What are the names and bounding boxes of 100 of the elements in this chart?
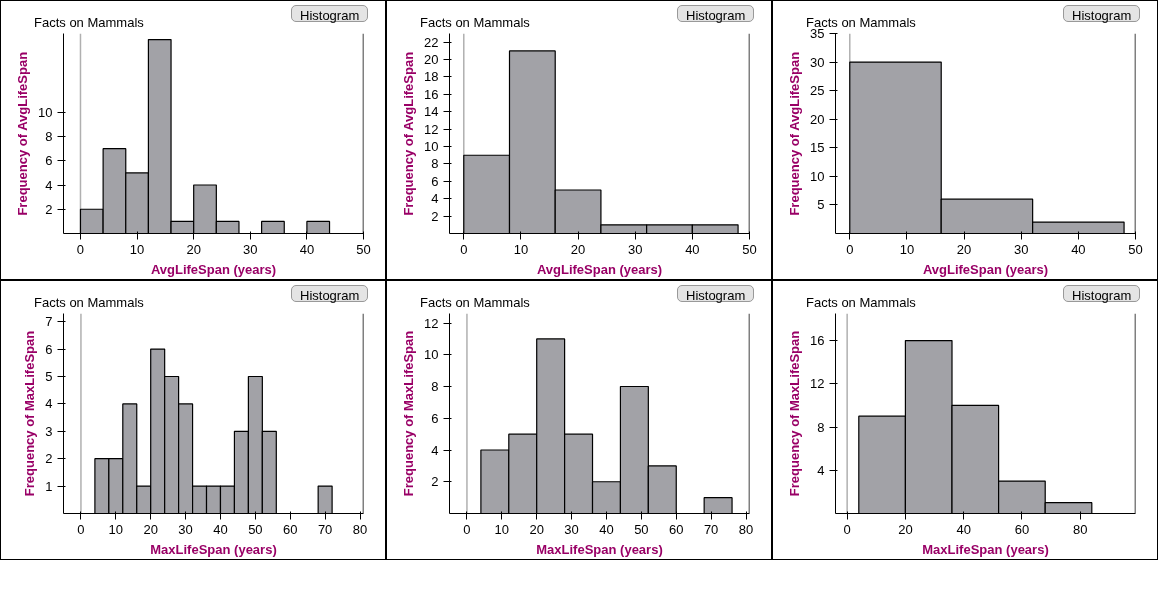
y-tick-label: 4 xyxy=(431,191,439,207)
y-tick-label: 6 xyxy=(431,173,439,189)
x-tick-label: 0 xyxy=(76,241,85,257)
y-tick-label: 8 xyxy=(817,419,825,435)
text: Histogram xyxy=(686,287,746,305)
x-tick-label: 50 xyxy=(742,241,757,257)
y-tick-label: 8 xyxy=(45,129,53,145)
y-axis-title: Frequency of MaxLifeSpan xyxy=(787,330,803,497)
y-axis-title: Frequency of AvgLifeSpan xyxy=(401,51,417,216)
x-tick-label: 60 xyxy=(283,521,298,537)
x-tick-label: 40 xyxy=(956,521,971,537)
text: Histogram xyxy=(686,7,746,25)
x-axis-title: MaxLifeSpan (years) xyxy=(150,541,277,557)
y-tick-label: 20 xyxy=(810,111,825,127)
x-tick-label: 60 xyxy=(1014,521,1030,537)
y-tick-label: 10 xyxy=(424,139,439,155)
x-tick-label: 50 xyxy=(1128,241,1143,257)
x-tick-label: 30 xyxy=(1013,241,1029,257)
x-axis-title: AvgLifeSpan (years) xyxy=(922,261,1049,277)
x-tick-label: 10 xyxy=(129,241,145,257)
text: Histogram xyxy=(300,7,360,25)
x-tick-label: 10 xyxy=(513,241,529,257)
chart-title: Facts on Mammals xyxy=(34,294,144,312)
x-tick-label: 40 xyxy=(599,521,614,537)
y-tick-label: 4 xyxy=(817,462,825,478)
y-tick-label: 22 xyxy=(424,34,439,50)
x-tick-label: 40 xyxy=(213,521,228,537)
x-tick-label: 30 xyxy=(178,521,193,537)
y-tick-label: 14 xyxy=(424,104,439,120)
y-tick-label: 2 xyxy=(431,208,439,224)
y-tick-label: 2 xyxy=(431,474,439,490)
x-tick-label: 80 xyxy=(352,521,368,537)
y-tick-label: 8 xyxy=(431,379,439,395)
x-axis-title: MaxLifeSpan (years) xyxy=(536,541,663,557)
x-tick-label: 20 xyxy=(143,521,158,537)
y-tick-label: 4 xyxy=(45,396,53,412)
x-tick-label: 30 xyxy=(564,521,579,537)
y-tick-label: 10 xyxy=(38,104,53,120)
y-tick-label: 4 xyxy=(45,177,53,193)
x-tick-label: 20 xyxy=(956,241,972,257)
y-tick-label: 10 xyxy=(424,347,439,363)
text: Histogram xyxy=(1072,7,1132,25)
x-tick-label: 80 xyxy=(1072,521,1088,537)
x-tick-label: 10 xyxy=(899,241,915,257)
y-tick-label: 3 xyxy=(45,423,53,439)
chart-title: Facts on Mammals xyxy=(34,14,144,32)
x-tick-label: 40 xyxy=(299,241,315,257)
y-tick-label: 12 xyxy=(424,315,439,331)
x-tick-label: 20 xyxy=(898,521,913,537)
y-tick-label: 12 xyxy=(424,121,439,137)
y-tick-label: 10 xyxy=(810,168,825,184)
x-tick-label: 20 xyxy=(570,241,586,257)
chart-title: Facts on Mammals xyxy=(420,14,530,32)
y-tick-label: 2 xyxy=(45,451,53,467)
x-tick-label: 0 xyxy=(846,241,854,257)
x-tick-label: 60 xyxy=(669,521,684,537)
y-axis-title: Frequency of MaxLifeSpan xyxy=(22,330,38,497)
x-tick-label: 70 xyxy=(317,521,333,537)
x-tick-label: 80 xyxy=(738,521,754,537)
y-tick-label: 15 xyxy=(810,140,825,156)
y-tick-label: 16 xyxy=(810,333,825,349)
x-tick-label: 40 xyxy=(685,241,700,257)
x-tick-label: 10 xyxy=(108,521,124,537)
x-tick-label: 30 xyxy=(627,241,643,257)
y-tick-label: 30 xyxy=(810,54,825,70)
y-tick-label: 16 xyxy=(424,86,439,102)
x-tick-label: 40 xyxy=(1071,241,1086,257)
y-tick-label: 7 xyxy=(45,314,53,330)
x-tick-label: 10 xyxy=(494,521,510,537)
x-axis-title: AvgLifeSpan (years) xyxy=(150,261,277,277)
y-tick-label: 8 xyxy=(431,156,439,172)
y-tick-label: 25 xyxy=(810,83,825,99)
x-tick-label: 50 xyxy=(634,521,649,537)
x-axis-title: MaxLifeSpan (years) xyxy=(922,541,1049,557)
x-tick-label: 0 xyxy=(460,241,468,257)
x-tick-label: 0 xyxy=(77,521,85,537)
y-tick-label: 5 xyxy=(45,369,53,385)
y-tick-label: 2 xyxy=(45,201,53,217)
y-axis-title: Frequency of AvgLifeSpan xyxy=(787,51,803,216)
x-tick-label: 50 xyxy=(356,241,371,257)
y-tick-label: 4 xyxy=(431,442,439,458)
y-tick-label: 20 xyxy=(424,52,439,68)
y-axis-title: Frequency of AvgLifeSpan xyxy=(15,51,31,216)
text: Histogram xyxy=(1072,287,1132,305)
y-tick-label: 5 xyxy=(817,197,825,213)
y-tick-label: 1 xyxy=(45,478,53,494)
x-axis-title: AvgLifeSpan (years) xyxy=(536,261,663,277)
x-tick-label: 30 xyxy=(243,241,258,257)
chart-title: Facts on Mammals xyxy=(420,294,530,312)
y-axis-title: Frequency of MaxLifeSpan xyxy=(401,330,417,497)
y-tick-label: 12 xyxy=(810,376,825,392)
y-tick-label: 6 xyxy=(45,341,53,357)
y-tick-label: 6 xyxy=(431,410,439,426)
x-tick-label: 20 xyxy=(529,521,544,537)
y-tick-label: 18 xyxy=(424,69,439,85)
x-tick-label: 50 xyxy=(248,521,263,537)
x-tick-label: 70 xyxy=(703,521,719,537)
x-tick-label: 20 xyxy=(186,241,201,257)
y-tick-label: 6 xyxy=(45,153,53,169)
x-tick-label: 0 xyxy=(463,521,471,537)
